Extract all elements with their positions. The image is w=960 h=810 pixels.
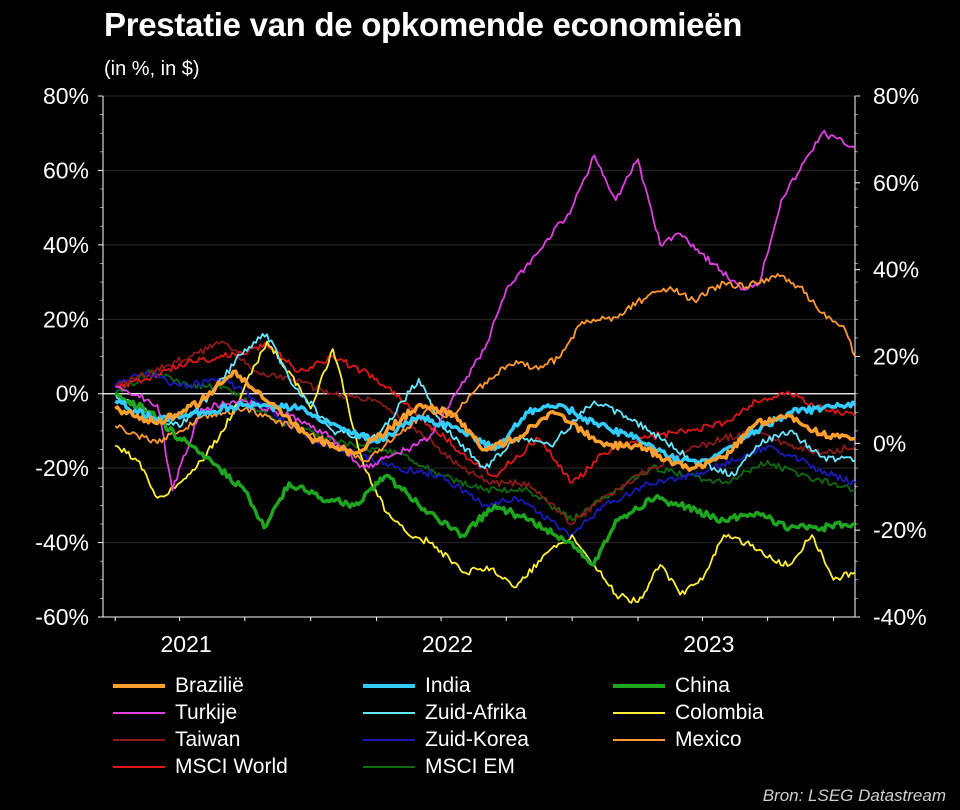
y-tick-label: 60% — [43, 157, 89, 183]
legend-label: Zuid-Korea — [425, 727, 529, 751]
legend-item: Mexico — [613, 726, 833, 753]
y-tick-label: -60% — [35, 604, 89, 630]
legend-item: MSCI EM — [363, 753, 613, 780]
y-tick-label: -40% — [35, 530, 89, 556]
chart-title: Prestatie van de opkomende economieën — [104, 6, 743, 43]
source-note: Bron: LSEG Datastream — [762, 786, 946, 805]
series-lines — [114, 129, 857, 604]
legend-label: MSCI World — [175, 754, 288, 778]
y-tick-label: 20% — [43, 306, 89, 332]
y2-tick-label: 0% — [873, 430, 906, 456]
legend-item: Colombia — [613, 699, 833, 726]
legend-swatch — [363, 738, 415, 741]
legend-label: Brazilië — [175, 673, 244, 697]
y2-tick-label: 60% — [873, 170, 919, 196]
y-tick-label: 0% — [56, 381, 89, 407]
legend-swatch — [613, 711, 665, 714]
x-tick-label: 2023 — [683, 631, 734, 657]
legend-swatch — [113, 711, 165, 714]
legend-swatch — [363, 683, 415, 688]
legend-label: Mexico — [675, 727, 742, 751]
legend-swatch — [613, 738, 665, 741]
legend-label: MSCI EM — [425, 754, 515, 778]
y2-tick-label: -20% — [873, 517, 927, 543]
legend-swatch — [363, 765, 415, 768]
legend-swatch — [113, 683, 165, 688]
series-line-taiwan — [115, 340, 856, 526]
y-tick-label: 40% — [43, 232, 89, 258]
series-line-brazili- — [114, 369, 856, 472]
legend-label: India — [425, 673, 471, 697]
y-tick-label: 80% — [43, 83, 89, 109]
y2-tick-label: 80% — [873, 83, 919, 109]
x-tick-label: 2021 — [160, 631, 211, 657]
series-line-msci-em — [114, 369, 856, 522]
legend-item: Brazilië — [113, 672, 363, 699]
y2-tick-label: 20% — [873, 344, 919, 370]
gridlines — [103, 95, 855, 618]
legend-swatch — [613, 683, 665, 688]
legend-swatch — [113, 738, 165, 741]
series-line-china — [114, 392, 856, 567]
legend: Brazilië India China Turkije Zuid-Afrika Colo… — [113, 672, 833, 780]
legend-label: China — [675, 673, 730, 697]
y2-tick-label: 40% — [873, 257, 919, 283]
legend-label: Colombia — [675, 700, 764, 724]
legend-item: Turkije — [113, 699, 363, 726]
axes — [98, 95, 860, 621]
legend-item: MSCI World — [113, 753, 363, 780]
legend-label: Taiwan — [175, 727, 241, 751]
legend-label: Turkije — [175, 700, 238, 724]
y-tick-label: -20% — [35, 455, 89, 481]
x-tick-label: 2022 — [422, 631, 473, 657]
legend-item: Zuid-Afrika — [363, 699, 613, 726]
legend-swatch — [363, 711, 415, 714]
series-line-turkije — [114, 129, 856, 492]
legend-item: Zuid-Korea — [363, 726, 613, 753]
legend-item: Taiwan — [113, 726, 363, 753]
tick-labels: 80% 60% 40% 20% 0% -20% -40% -60% 80% 60% 40% 20% 0%… — [35, 83, 926, 657]
legend-item: China — [613, 672, 833, 699]
series-line-zuid-afrika — [114, 333, 856, 478]
legend-swatch — [113, 765, 165, 768]
legend-item: India — [363, 672, 613, 699]
y2-tick-label: -40% — [873, 604, 927, 630]
series-line-zuid-korea — [114, 370, 856, 538]
chart-subtitle: (in %, in $) — [104, 58, 200, 80]
legend-label: Zuid-Afrika — [425, 700, 527, 724]
